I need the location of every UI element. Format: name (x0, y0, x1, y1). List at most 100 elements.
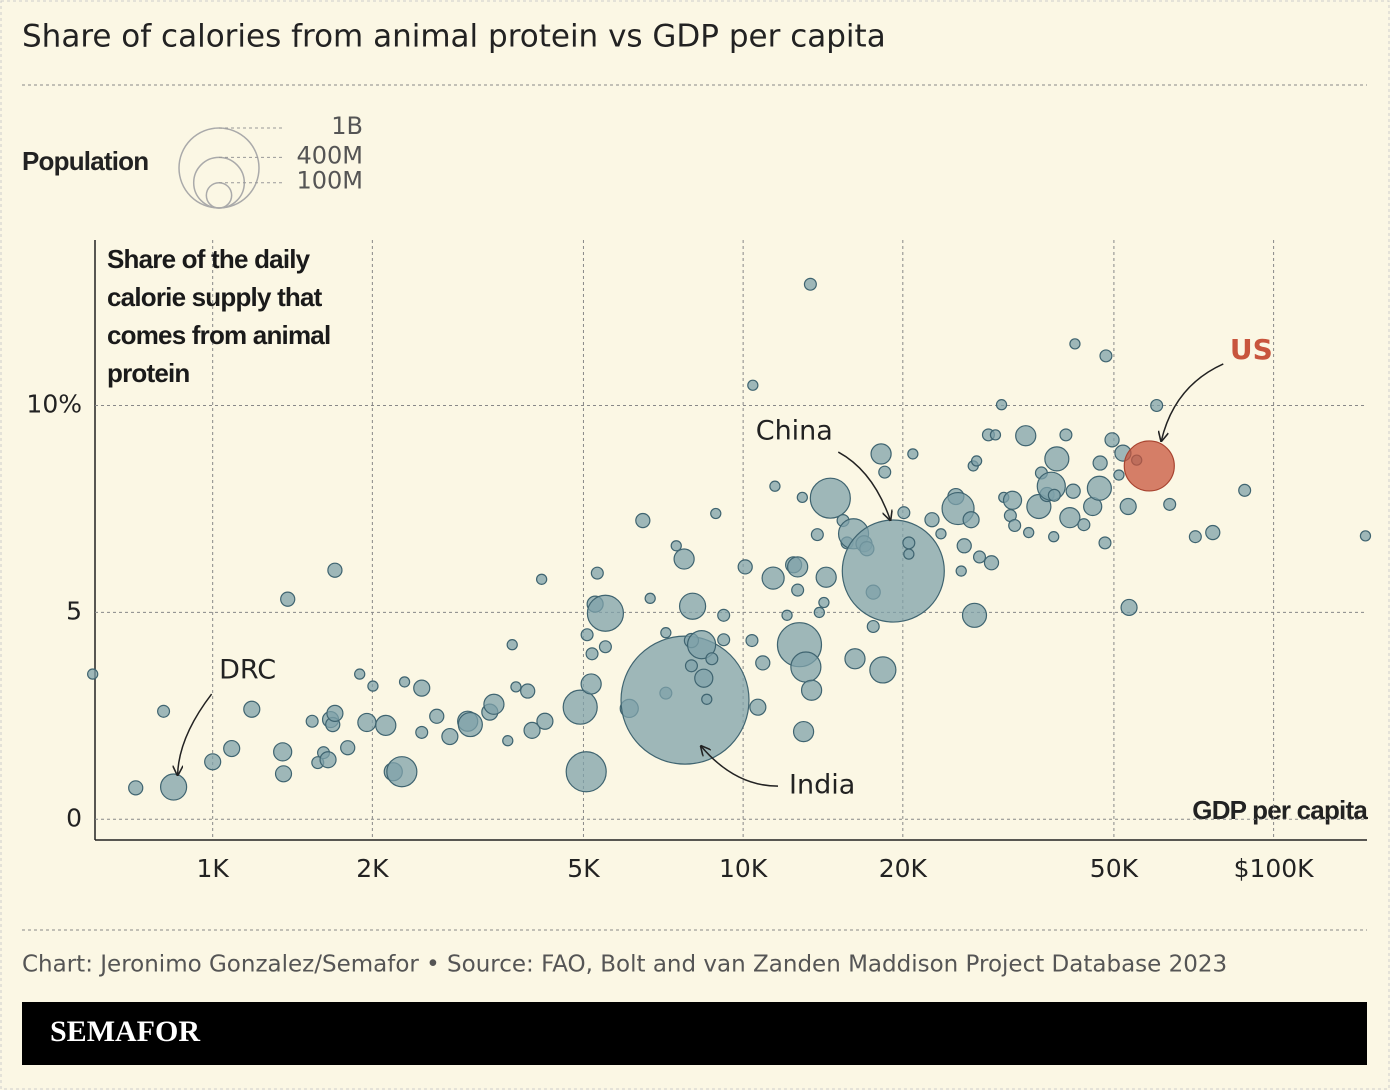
bubble (1099, 349, 1113, 363)
bubble (1069, 338, 1081, 350)
bubble (907, 448, 919, 460)
annotation: India (789, 770, 855, 801)
bubble (520, 683, 536, 699)
bubble (157, 704, 171, 718)
bubble (897, 506, 911, 520)
bubble (429, 708, 445, 724)
bubble (413, 679, 431, 697)
bubble (415, 725, 429, 739)
bubble (749, 698, 767, 716)
bubble (956, 538, 972, 554)
bubble (961, 602, 988, 628)
bubble (717, 633, 731, 647)
bubble (870, 443, 892, 465)
bubble (1120, 598, 1138, 617)
bubble (903, 548, 915, 560)
bubble (319, 751, 337, 769)
bubble (1023, 526, 1035, 539)
bubble (866, 619, 880, 634)
bubble (598, 640, 612, 654)
bubble (745, 634, 759, 648)
bubble (523, 721, 541, 739)
annotation-arrow (837, 451, 890, 520)
bubble (972, 550, 987, 564)
annotation-arrow (178, 693, 213, 775)
bubble (705, 652, 719, 666)
bubble (1048, 531, 1060, 543)
bubble (710, 507, 722, 520)
bubble (796, 491, 808, 504)
bubble (1047, 488, 1061, 502)
bubble (684, 659, 698, 673)
bubble (620, 635, 750, 765)
x-tick-label: $100K (1234, 854, 1315, 883)
legend-circle (205, 181, 233, 209)
bubble (1205, 524, 1221, 541)
bubble (673, 548, 695, 570)
bubble (737, 559, 753, 575)
x-tick-label: 1K (197, 854, 230, 883)
bubble (1359, 530, 1372, 542)
bubble (1077, 518, 1091, 532)
legend-label: 100M (296, 167, 363, 195)
bubble (483, 693, 505, 715)
bubble (1059, 507, 1081, 529)
bubble (1104, 432, 1120, 448)
bubble (869, 656, 897, 684)
bubble (803, 277, 817, 291)
bubble (273, 742, 293, 762)
bubble (367, 680, 379, 692)
bubble (87, 668, 99, 680)
x-tick-label: 10K (719, 854, 768, 883)
y-tick-label: 5 (66, 596, 82, 625)
bubble (902, 536, 916, 550)
bubble (701, 693, 713, 705)
bubble (781, 609, 793, 621)
bubble (223, 739, 241, 758)
bubble (305, 714, 319, 728)
bubble (791, 583, 805, 597)
bubble (935, 528, 947, 540)
legend-title: Population (22, 146, 148, 176)
bubble (398, 676, 411, 688)
x-tick-label: 50K (1090, 854, 1139, 883)
bubble (457, 711, 483, 738)
bubble (815, 566, 837, 588)
bubble (586, 594, 625, 632)
bubble (1086, 475, 1112, 501)
bubble (1150, 398, 1164, 413)
bubble (1065, 483, 1081, 499)
source: Chart: Jeronimo Gonzalez/Semafor • Sourc… (22, 952, 1227, 978)
legend-label: 1B (331, 112, 363, 140)
annotation: DRC (219, 655, 276, 686)
bubble (955, 565, 967, 577)
y-axis-label: Share of the daily calorie supply that c… (107, 244, 331, 388)
bubble (386, 756, 418, 788)
bubble (590, 566, 604, 580)
x-tick-label: 20K (879, 854, 928, 883)
bubble (810, 528, 824, 542)
bubble (769, 480, 781, 492)
annotation-arrow (701, 746, 779, 787)
bubble (1008, 518, 1022, 533)
bubble (506, 639, 518, 651)
bubble (280, 591, 296, 607)
bubble (1188, 530, 1202, 544)
bubble (989, 429, 1002, 441)
bubble (717, 608, 731, 622)
bubble (818, 596, 830, 609)
bubble (340, 740, 356, 756)
bubble (354, 668, 366, 680)
bubble (686, 630, 717, 660)
bubble (243, 700, 261, 718)
bubble (813, 606, 825, 619)
bubble (635, 512, 651, 529)
annotation-arrow (1161, 363, 1224, 441)
bubble (562, 689, 598, 725)
bubble (809, 477, 851, 519)
bubble (755, 655, 771, 671)
bubble (327, 562, 343, 578)
bubble (565, 751, 607, 793)
